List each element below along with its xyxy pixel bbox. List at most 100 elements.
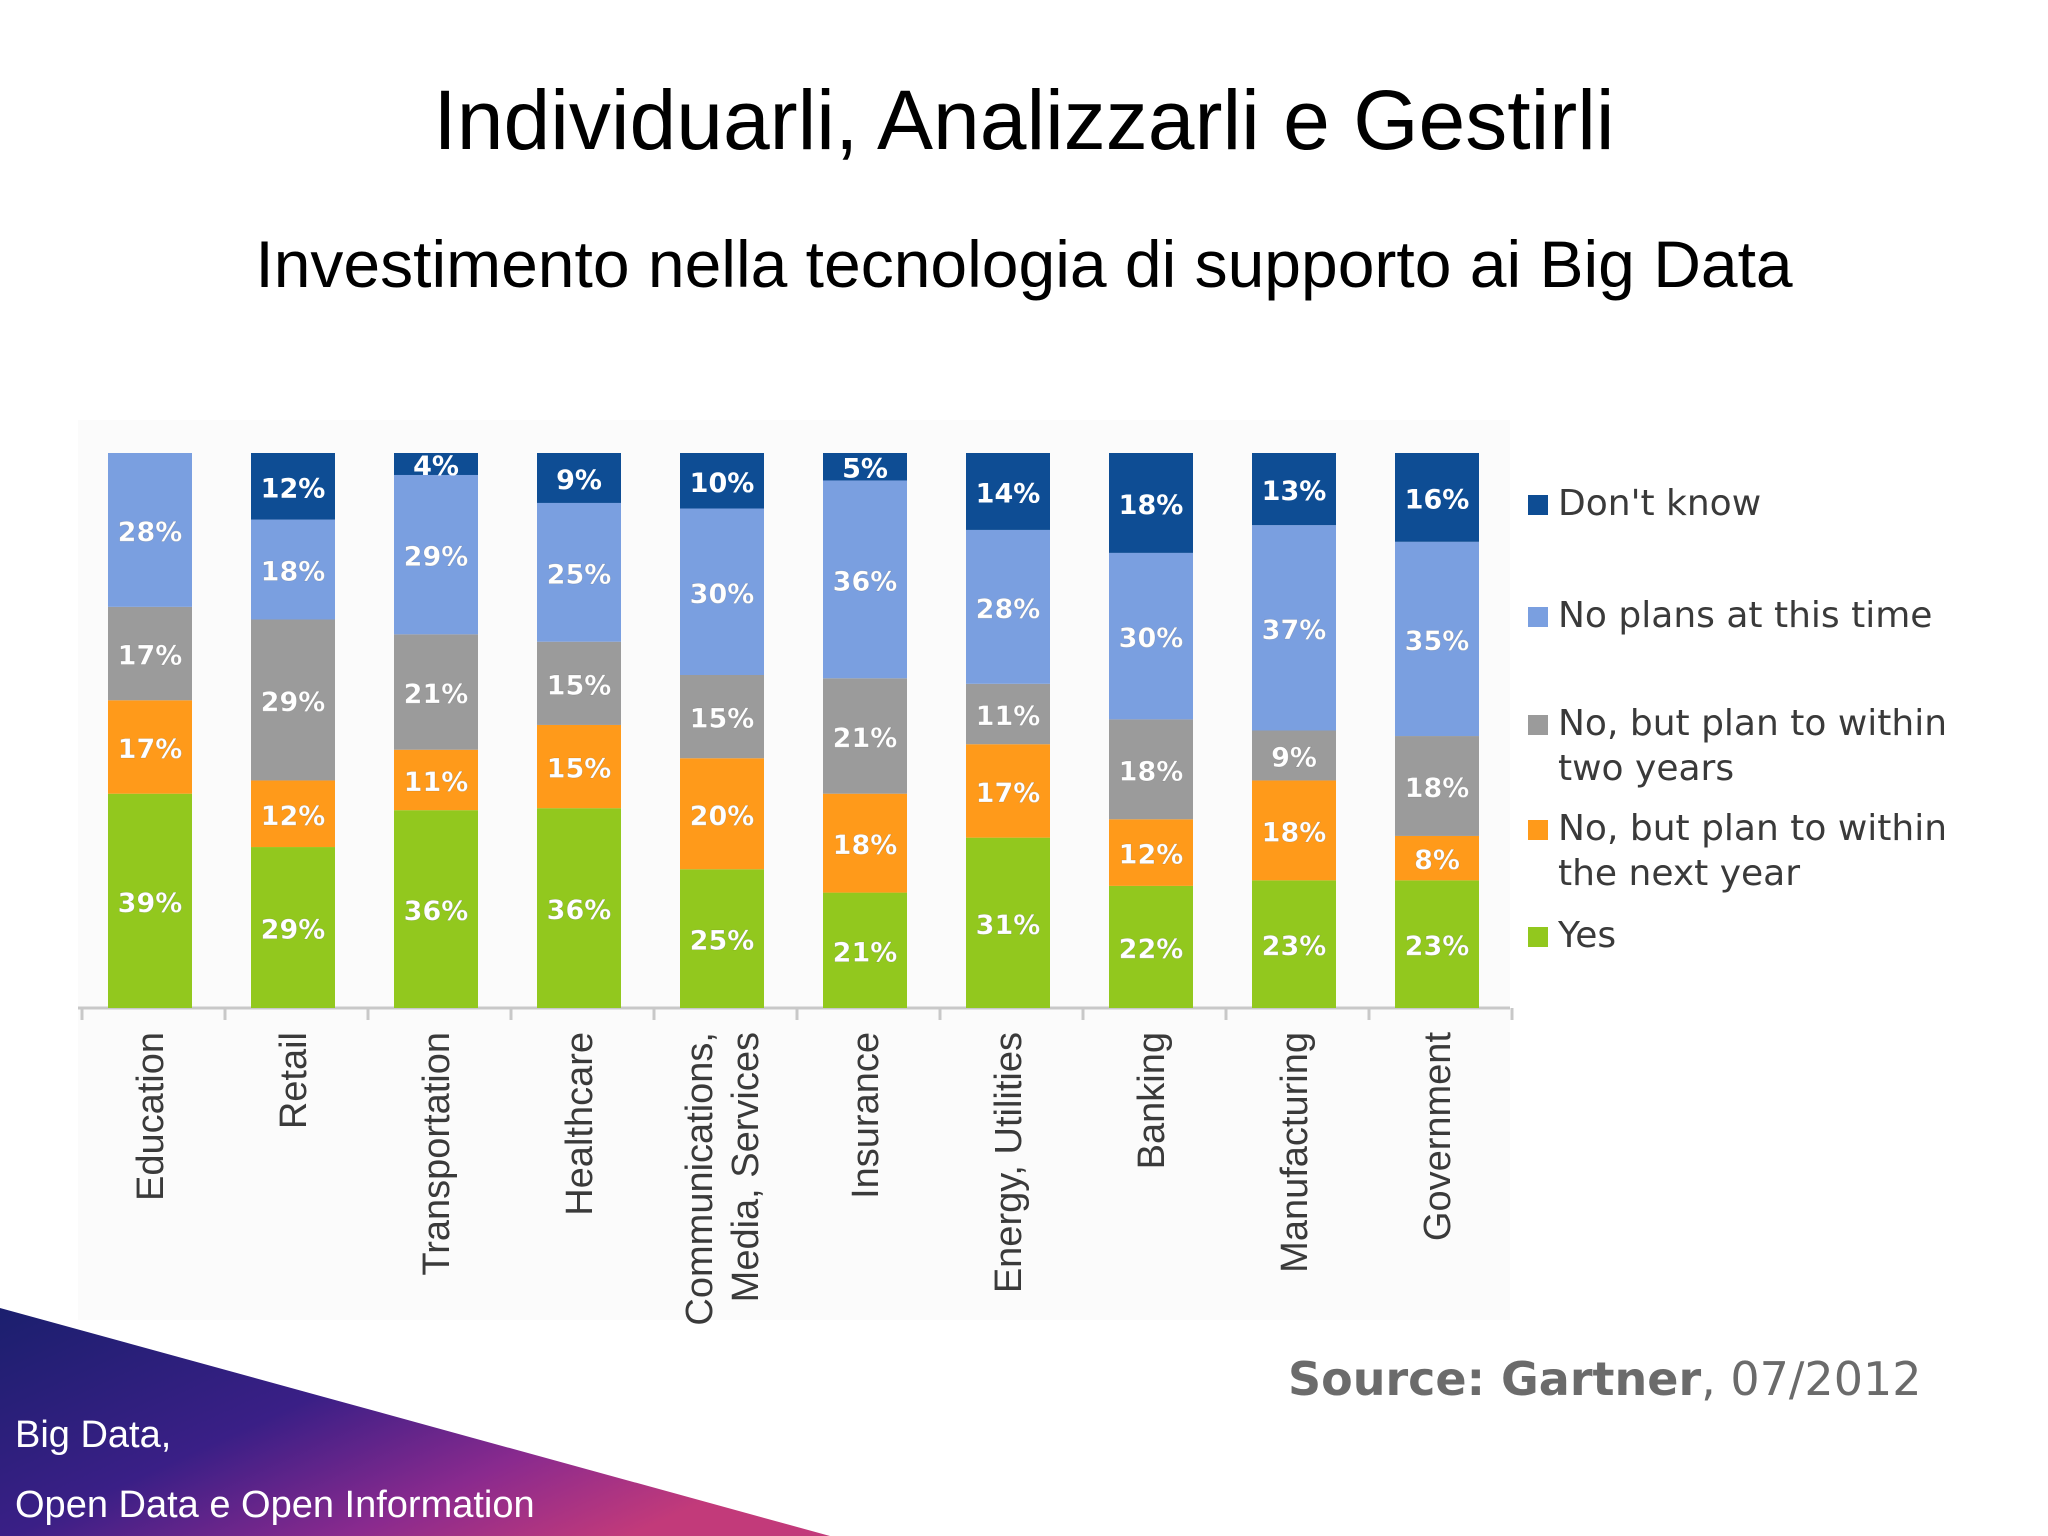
bar-segment-yes (680, 869, 764, 1008)
bar-segment-no-but-plan-to-within-the-next-year (108, 700, 192, 794)
data-label: 9% (556, 465, 602, 496)
data-label: 4% (413, 451, 459, 482)
footer-line-2: Open Data e Open Information (15, 1484, 535, 1526)
bar-segment-no-but-plan-to-within-the-next-year (251, 780, 335, 848)
data-label: 15% (547, 670, 612, 701)
data-label: 15% (690, 704, 755, 735)
bar-segment-no-but-plan-to-within-two-years (108, 606, 192, 701)
bar-segment-don-t-know (966, 453, 1050, 530)
bar-segment-no-plans-at-this-time (1109, 552, 1193, 720)
legend-label: No, but plan to within (1558, 703, 1947, 744)
data-label: 28% (118, 517, 183, 548)
data-label: 23% (1405, 931, 1470, 962)
data-label: 39% (118, 888, 183, 919)
data-label: 20% (690, 801, 755, 832)
legend-swatch-yes (1528, 927, 1548, 947)
bar-segment-no-plans-at-this-time (108, 453, 192, 607)
legend-label: the next year (1558, 853, 1800, 894)
bar-segment-yes (537, 808, 621, 1008)
footer-line-1: Big Data, (15, 1414, 172, 1456)
source-label: Source: Gartner (1288, 1352, 1702, 1406)
data-label: 30% (690, 579, 755, 610)
bar-segment-no-but-plan-to-within-two-years (394, 634, 478, 750)
bar-segment-no-but-plan-to-within-the-next-year (823, 793, 907, 893)
x-tick-label: Healthcare (559, 1032, 601, 1216)
data-label: 9% (1271, 742, 1317, 773)
data-label: 29% (404, 542, 469, 573)
data-label: 13% (1262, 476, 1327, 507)
data-label: 21% (833, 937, 898, 968)
bar-segment-don-t-know (251, 453, 335, 520)
bar-segment-no-but-plan-to-within-two-years (537, 641, 621, 725)
data-label: 25% (547, 559, 612, 590)
data-label: 12% (1119, 840, 1184, 871)
data-label: 29% (261, 915, 326, 946)
x-tick-label: Manufacturing (1274, 1032, 1316, 1273)
bar-segment-no-but-plan-to-within-the-next-year (1252, 780, 1336, 881)
data-label: 12% (261, 801, 326, 832)
x-tick-label: Education (130, 1032, 172, 1201)
data-label: 17% (976, 778, 1041, 809)
bar-segment-no-plans-at-this-time (823, 480, 907, 679)
source-caption: Source: Gartner, 07/2012 (1288, 1352, 1922, 1406)
bar-segment-no-but-plan-to-within-two-years (1252, 730, 1336, 781)
corner-decoration (0, 1308, 830, 1536)
bar-segment-yes (1395, 880, 1479, 1008)
bar-segment-no-plans-at-this-time (966, 529, 1050, 684)
data-label: 5% (842, 454, 888, 485)
x-tick-label: Retail (273, 1032, 315, 1129)
bar-segment-no-but-plan-to-within-two-years (966, 683, 1050, 745)
bar-segment-yes (108, 793, 192, 1008)
data-label: 30% (1119, 623, 1184, 654)
data-label: 18% (1119, 490, 1184, 521)
data-label: 11% (404, 767, 469, 798)
bar-segment-don-t-know (1395, 453, 1479, 542)
x-tick-label: Communications, (679, 1032, 721, 1326)
data-label: 37% (1262, 615, 1327, 646)
data-label: 21% (404, 679, 469, 710)
data-label: 29% (261, 687, 326, 718)
data-label: 36% (547, 895, 612, 926)
data-label: 11% (976, 701, 1041, 732)
bar-segment-no-plans-at-this-time (1395, 541, 1479, 737)
legend-label: Don't know (1558, 483, 1761, 524)
data-label: 18% (833, 830, 898, 861)
bar-segment-yes (251, 847, 335, 1008)
bar-segment-yes (823, 892, 907, 1008)
legend-label: Yes (1557, 915, 1616, 956)
bar-segment-no-plans-at-this-time (251, 519, 335, 620)
bar-segment-no-but-plan-to-within-two-years (823, 678, 907, 794)
data-label: 25% (690, 926, 755, 957)
bar-segment-no-but-plan-to-within-two-years (1395, 736, 1479, 836)
bar-segment-no-but-plan-to-within-the-next-year (1109, 819, 1193, 886)
slide-title: Individuarli, Analizzarli e Gestirli (433, 73, 1615, 167)
data-label: 18% (261, 557, 326, 588)
legend-label: No plans at this time (1558, 595, 1932, 636)
data-label: 21% (833, 723, 898, 754)
legend-swatch-no-plans-at-this-time (1528, 607, 1548, 627)
data-label: 12% (261, 473, 326, 504)
source-date: , 07/2012 (1701, 1352, 1922, 1406)
legend-swatch-don-t-know (1528, 495, 1548, 515)
bar-segment-don-t-know (1252, 453, 1336, 526)
data-label: 18% (1262, 817, 1327, 848)
bar-segment-don-t-know (394, 453, 478, 475)
bar-segment-no-but-plan-to-within-the-next-year (394, 749, 478, 811)
x-tick-label: Transportation (416, 1032, 458, 1276)
data-label: 23% (1262, 931, 1327, 962)
bar-segment-no-but-plan-to-within-two-years (251, 619, 335, 781)
x-tick-label: Insurance (845, 1032, 887, 1199)
data-label: 18% (1405, 773, 1470, 804)
bar-segment-don-t-know (537, 453, 621, 503)
data-label: 17% (118, 734, 183, 765)
bar-segment-no-but-plan-to-within-the-next-year (1395, 835, 1479, 881)
bar-segment-don-t-know (680, 453, 764, 509)
stacked-bar-chart: 39% 17% 17% 28% Education 29% 12% 29% 18% 12% Reta… (78, 451, 1948, 1326)
bar-segment-don-t-know (1109, 453, 1193, 553)
data-label: 16% (1405, 484, 1470, 515)
data-label: 15% (547, 754, 612, 785)
data-label: 17% (118, 641, 183, 672)
bar-segment-no-plans-at-this-time (680, 508, 764, 675)
legend-label: No, but plan to within (1558, 808, 1947, 849)
legend-swatch-no-but-plan-to-within-the-next-year (1528, 820, 1548, 840)
